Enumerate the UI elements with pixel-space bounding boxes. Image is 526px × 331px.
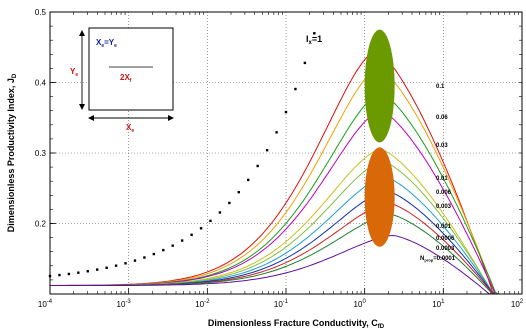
curve-label: 0.001	[436, 224, 452, 230]
envelope-dot	[284, 110, 288, 114]
envelope-dot	[77, 271, 80, 274]
fracture-label: 2Xf	[120, 73, 132, 84]
envelope-dot	[96, 268, 99, 271]
curve-label: 0.0006	[436, 236, 455, 242]
envelope-dot	[313, 32, 316, 35]
arrow-head-up	[79, 30, 85, 36]
envelope-dot	[228, 201, 231, 205]
inset-bottom-label: Xe	[126, 123, 134, 134]
x-tick-label: 102	[511, 299, 524, 309]
envelope-dot	[133, 259, 137, 262]
envelope-dot	[171, 244, 174, 247]
curve-label: 0.1	[436, 84, 445, 90]
envelope-dot	[58, 273, 61, 277]
envelope-dot	[162, 248, 165, 252]
envelope-dot	[124, 262, 127, 265]
envelope-dot	[105, 266, 108, 269]
curve-label: 0.003	[436, 204, 452, 210]
envelope-dot	[265, 149, 269, 152]
arrow-head-left	[88, 115, 94, 121]
curve-label: 0.0003	[436, 246, 455, 252]
envelope-dot	[275, 131, 278, 134]
plot-frame	[49, 11, 523, 295]
inset-box	[88, 27, 174, 111]
y-tick-label: 0.2	[35, 220, 47, 229]
curve-label: Nprop=0.0001	[420, 256, 456, 263]
envelope-dot	[247, 178, 250, 182]
x-tick-label: 10-1	[274, 299, 289, 309]
envelope-dot	[143, 256, 146, 259]
x-tick-label: 10-4	[38, 299, 53, 309]
y-axis-title: Dimensionless Productivity Index, JD	[6, 73, 18, 232]
arrow-head-right	[168, 115, 174, 121]
envelope-dot	[209, 219, 212, 223]
inset-left-label: Ye	[70, 67, 78, 78]
envelope-dot	[114, 264, 118, 267]
envelope-dot	[199, 227, 203, 230]
y-tick-label: 0.3	[35, 149, 47, 158]
envelope-dot	[303, 61, 307, 65]
x-tick-label: 101	[432, 299, 445, 309]
envelope-dot	[152, 252, 156, 256]
envelope-dot	[256, 164, 259, 168]
x-tick-label: 10-3	[117, 299, 132, 309]
x-axis-title: Dimensionless Fracture Conductivity, CfD	[208, 318, 385, 330]
marker-ellipse-orange	[364, 147, 395, 247]
curve-label: 0.01	[436, 176, 448, 182]
envelope-dot	[294, 87, 297, 91]
envelope-dot	[218, 211, 222, 214]
arrow-head-down	[79, 104, 85, 110]
envelope-dot	[180, 239, 184, 242]
x-tick-label: 100	[354, 299, 367, 309]
curve-label: 0.006	[436, 190, 452, 196]
envelope-dot	[190, 233, 193, 237]
inset-diagram: Xe=Ye 2Xf Ye Xe	[70, 27, 174, 134]
envelope-dot	[86, 270, 89, 273]
envelope-dot	[237, 190, 240, 194]
y-tick-label: 0.5	[35, 8, 47, 17]
ix-annotation: Ix=1	[306, 34, 322, 46]
x-tick-label: 10-2	[195, 299, 210, 309]
curve-label: 0.06	[436, 115, 448, 121]
y-tick-label: 0.4	[35, 79, 47, 88]
curve-label: 0.03	[436, 143, 448, 149]
inset-top-label: Xe=Ye	[96, 38, 117, 49]
envelope-dot	[67, 272, 71, 276]
marker-ellipse-green	[364, 29, 395, 143]
series-line	[50, 234, 522, 295]
curves	[50, 50, 522, 295]
